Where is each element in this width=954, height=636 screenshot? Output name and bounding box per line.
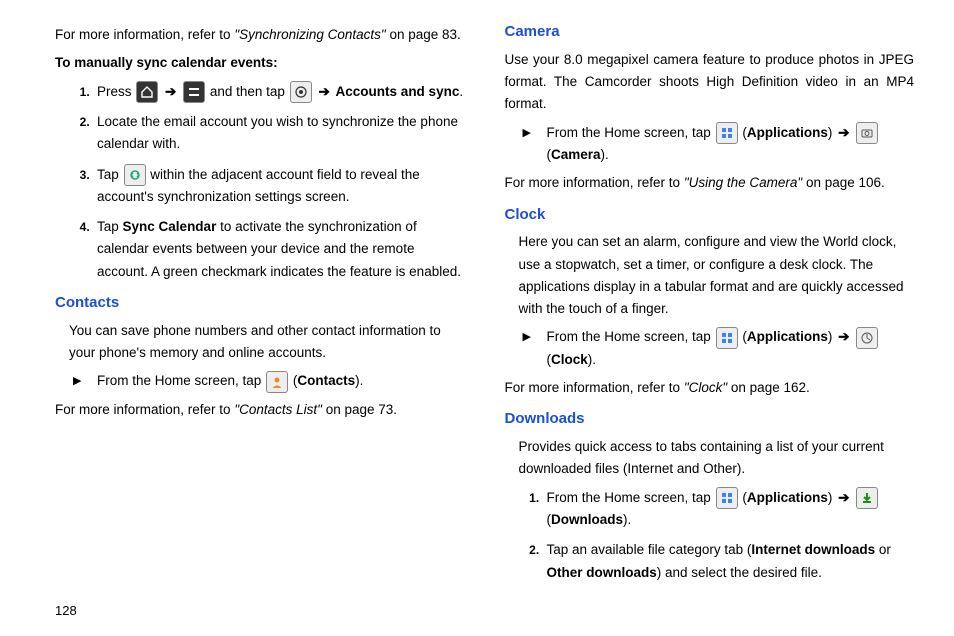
menu-icon — [183, 81, 205, 103]
camera-apps: Applications — [747, 125, 828, 140]
step2-text: Locate the email account you wish to syn… — [97, 114, 458, 151]
contacts-action: From the Home screen, tap (Contacts). — [73, 370, 465, 392]
home-icon — [136, 81, 158, 103]
dl-s2-b: Internet downloads — [751, 542, 875, 557]
downloads-body: Provides quick access to tabs containing… — [519, 436, 915, 481]
downloads-step-1: From the Home screen, tap (Applications)… — [543, 487, 915, 532]
dl-apps: Applications — [747, 490, 828, 505]
intro-suffix: on page 83. — [386, 27, 461, 42]
arrow-icon: ➔ — [838, 490, 849, 505]
camera-row-a: From the Home screen, tap — [547, 125, 715, 140]
step-1: Press ➔ and then tap ➔ Accounts and sync… — [93, 81, 465, 103]
page-number: 128 — [55, 603, 77, 618]
right-column: Camera Use your 8.0 megapixel camera fea… — [505, 20, 915, 592]
clock-row-a: From the Home screen, tap — [547, 329, 715, 344]
contacts-heading: Contacts — [55, 291, 465, 316]
intro-prefix: For more information, refer to — [55, 27, 234, 42]
sync-icon — [124, 164, 146, 186]
arrow-icon: ➔ — [318, 84, 329, 99]
camera-action: From the Home screen, tap (Applications)… — [523, 122, 915, 167]
apps-icon — [716, 327, 738, 349]
camera-ref-prefix: For more information, refer to — [505, 175, 684, 190]
contacts-row-a: From the Home screen, tap — [97, 373, 265, 388]
camera-ref: For more information, refer to "Using th… — [505, 172, 915, 194]
sync-steps-list: Press ➔ and then tap ➔ Accounts and sync… — [55, 81, 465, 283]
contacts-ref-prefix: For more information, refer to — [55, 402, 234, 417]
dl-s2-a: Tap an available file category tab ( — [547, 542, 752, 557]
clock-ref-link: "Clock" — [684, 380, 727, 395]
step1-a: Press — [97, 84, 135, 99]
sync-heading: To manually sync calendar events: — [55, 52, 465, 74]
step1-b: and then tap — [210, 84, 289, 99]
dl-s2-e: ) and select the desired file. — [657, 565, 822, 580]
clock-body: Here you can set an alarm, configure and… — [519, 231, 915, 320]
step4-b: Sync Calendar — [123, 219, 217, 234]
clock-apps: Applications — [747, 329, 828, 344]
step-2: Locate the email account you wish to syn… — [93, 111, 465, 156]
intro-ref: "Synchronizing Contacts" — [234, 27, 385, 42]
contacts-ref-link: "Contacts List" — [234, 402, 322, 417]
clock-ref-prefix: For more information, refer to — [505, 380, 684, 395]
camera-heading: Camera — [505, 20, 915, 45]
arrow-icon: ➔ — [838, 125, 849, 140]
camera-ref-link: "Using the Camera" — [684, 175, 802, 190]
step1-c: Accounts and sync — [336, 84, 460, 99]
left-column: For more information, refer to "Synchron… — [55, 20, 465, 592]
downloads-step-2: Tap an available file category tab (Inte… — [543, 539, 915, 584]
intro-para: For more information, refer to "Synchron… — [55, 24, 465, 46]
settings-icon — [290, 81, 312, 103]
step4-a: Tap — [97, 219, 123, 234]
clock-ref: For more information, refer to "Clock" o… — [505, 377, 915, 399]
contacts-ref: For more information, refer to "Contacts… — [55, 399, 465, 421]
step-4: Tap Sync Calendar to activate the synchr… — [93, 216, 465, 283]
camera-body: Use your 8.0 megapixel camera feature to… — [505, 49, 915, 116]
clock-action: From the Home screen, tap (Applications)… — [523, 326, 915, 371]
contacts-ref-suffix: on page 73. — [322, 402, 397, 417]
dl-s2-c: or — [875, 542, 891, 557]
camera-label: Camera — [551, 147, 601, 162]
arrow-icon: ➔ — [838, 329, 849, 344]
downloads-steps: From the Home screen, tap (Applications)… — [505, 487, 915, 584]
clock-ref-suffix: on page 162. — [727, 380, 810, 395]
dl-label: Downloads — [551, 512, 623, 527]
dl-s1-a: From the Home screen, tap — [547, 490, 715, 505]
arrow-icon: ➔ — [165, 84, 176, 99]
apps-icon — [716, 122, 738, 144]
apps-icon — [716, 487, 738, 509]
step-3: Tap within the adjacent account field to… — [93, 164, 465, 209]
step3-a: Tap — [97, 167, 123, 182]
clock-heading: Clock — [505, 203, 915, 228]
contacts-body: You can save phone numbers and other con… — [69, 320, 465, 365]
camera-ref-suffix: on page 106. — [802, 175, 885, 190]
download-icon — [856, 487, 878, 509]
contacts-icon — [266, 371, 288, 393]
manual-page: For more information, refer to "Synchron… — [0, 0, 954, 602]
camera-icon — [856, 122, 878, 144]
contacts-row-b: Contacts — [297, 373, 355, 388]
clock-label: Clock — [551, 352, 588, 367]
dl-s2-d: Other downloads — [547, 565, 657, 580]
downloads-heading: Downloads — [505, 407, 915, 432]
clock-icon — [856, 327, 878, 349]
